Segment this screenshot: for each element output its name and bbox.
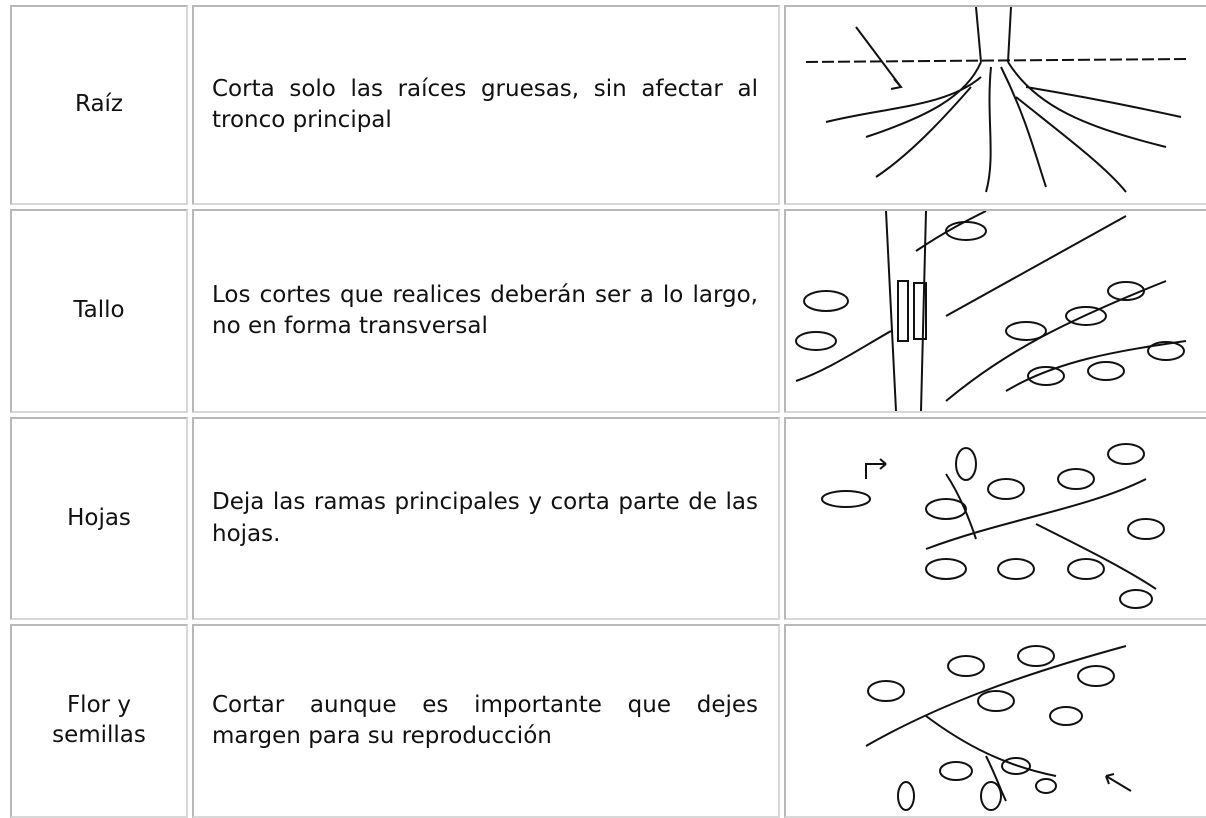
cell: Hojas [10, 417, 188, 620]
instruction: Corta solo las raíces gruesas, sin afect… [212, 75, 758, 133]
instruction: Cortar aunque es importante que dejes ma… [212, 691, 758, 749]
instruction: Los cortes que realices deberán ser a lo… [212, 281, 758, 339]
cell: Corta solo las raíces gruesas, sin afect… [192, 5, 780, 205]
image-cell [784, 417, 1206, 620]
cell: Deja las ramas principales y corta parte… [192, 417, 780, 620]
image-cell [784, 5, 1206, 205]
instruction: Deja las ramas principales y corta parte… [212, 489, 758, 547]
part-label: Flor y semillas [52, 692, 146, 748]
part-label: Tallo [73, 297, 125, 324]
cell: Tallo [10, 209, 188, 413]
root-illustration [805, 7, 1187, 193]
image-cell [784, 624, 1206, 818]
stem-illustration [795, 211, 1187, 411]
cell: Cortar aunque es importante que dejes ma… [192, 624, 780, 818]
part-label: Raíz [74, 91, 124, 118]
leaves-illustration [821, 443, 1165, 609]
part-label: Hojas [67, 504, 131, 531]
image-cell [784, 209, 1206, 413]
cell: Los cortes que realices deberán ser a lo… [192, 209, 780, 413]
cell: Flor y semillas [10, 624, 188, 818]
cell: Raíz [10, 5, 188, 205]
flower-illustration [865, 645, 1132, 811]
